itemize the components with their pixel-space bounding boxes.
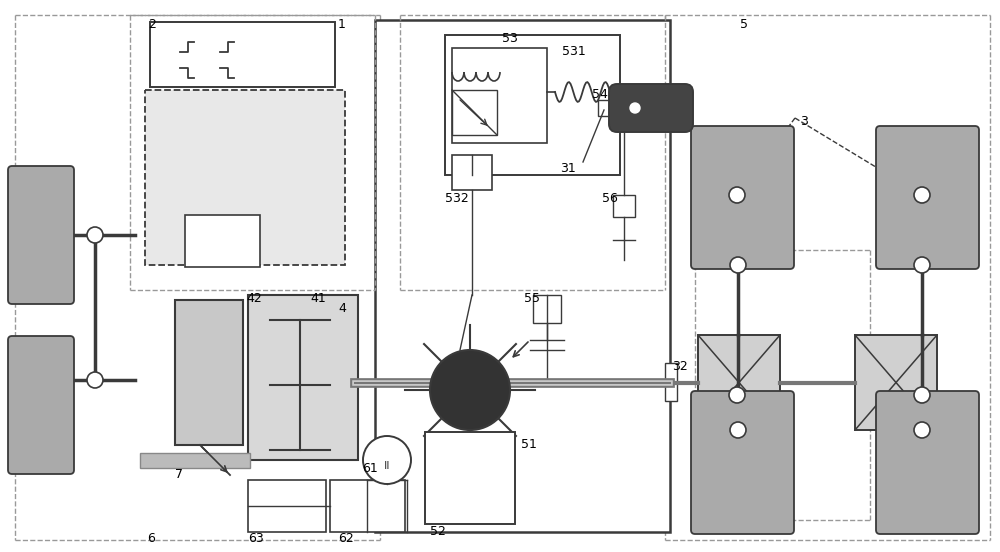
Text: 42: 42 — [246, 292, 262, 305]
Bar — [452, 155, 492, 190]
Bar — [248, 295, 358, 460]
Bar — [452, 48, 547, 143]
Bar — [175, 300, 243, 445]
Bar — [452, 90, 497, 135]
Bar — [330, 480, 405, 532]
Bar — [613, 195, 635, 217]
Circle shape — [430, 350, 510, 430]
Bar — [425, 432, 515, 524]
Text: 52: 52 — [430, 525, 446, 538]
FancyBboxPatch shape — [691, 391, 794, 534]
Circle shape — [87, 372, 103, 388]
Text: 4: 4 — [338, 302, 346, 315]
Bar — [598, 100, 614, 116]
Text: 7: 7 — [175, 468, 183, 481]
Text: 32: 32 — [672, 360, 688, 373]
Bar — [248, 480, 326, 532]
Circle shape — [914, 422, 930, 438]
Circle shape — [730, 257, 746, 273]
Text: 56: 56 — [602, 192, 618, 205]
Bar — [150, 22, 335, 87]
Circle shape — [729, 187, 745, 203]
Circle shape — [914, 187, 930, 203]
Circle shape — [630, 103, 640, 113]
Text: 62: 62 — [338, 532, 354, 545]
Text: 51: 51 — [521, 438, 537, 451]
Circle shape — [87, 227, 103, 243]
Bar — [185, 215, 260, 267]
Text: 5: 5 — [740, 18, 748, 31]
Text: 6: 6 — [147, 532, 155, 545]
Bar — [375, 20, 670, 532]
Circle shape — [363, 436, 411, 484]
Text: 2: 2 — [148, 18, 156, 31]
Text: 532: 532 — [445, 192, 469, 205]
Bar — [698, 335, 780, 430]
Text: 55: 55 — [524, 292, 540, 305]
Bar — [665, 363, 677, 401]
FancyBboxPatch shape — [691, 126, 794, 269]
Bar — [445, 35, 620, 175]
Text: 54: 54 — [592, 88, 608, 101]
Text: 31: 31 — [560, 162, 576, 175]
Circle shape — [914, 387, 930, 403]
FancyBboxPatch shape — [8, 166, 74, 304]
Circle shape — [914, 257, 930, 273]
Text: II: II — [384, 461, 390, 471]
Circle shape — [729, 387, 745, 403]
Text: 531: 531 — [562, 45, 586, 58]
Bar — [140, 453, 250, 468]
Text: 1: 1 — [338, 18, 346, 31]
Bar — [855, 335, 937, 430]
Text: 53: 53 — [502, 32, 518, 45]
FancyBboxPatch shape — [8, 336, 74, 474]
FancyBboxPatch shape — [876, 126, 979, 269]
Text: 3: 3 — [800, 115, 808, 128]
Circle shape — [730, 422, 746, 438]
Text: 41: 41 — [310, 292, 326, 305]
Text: 61: 61 — [362, 462, 378, 475]
Bar — [145, 90, 345, 265]
Bar — [533, 295, 561, 323]
FancyBboxPatch shape — [609, 84, 693, 132]
Text: 63: 63 — [248, 532, 264, 545]
FancyBboxPatch shape — [876, 391, 979, 534]
